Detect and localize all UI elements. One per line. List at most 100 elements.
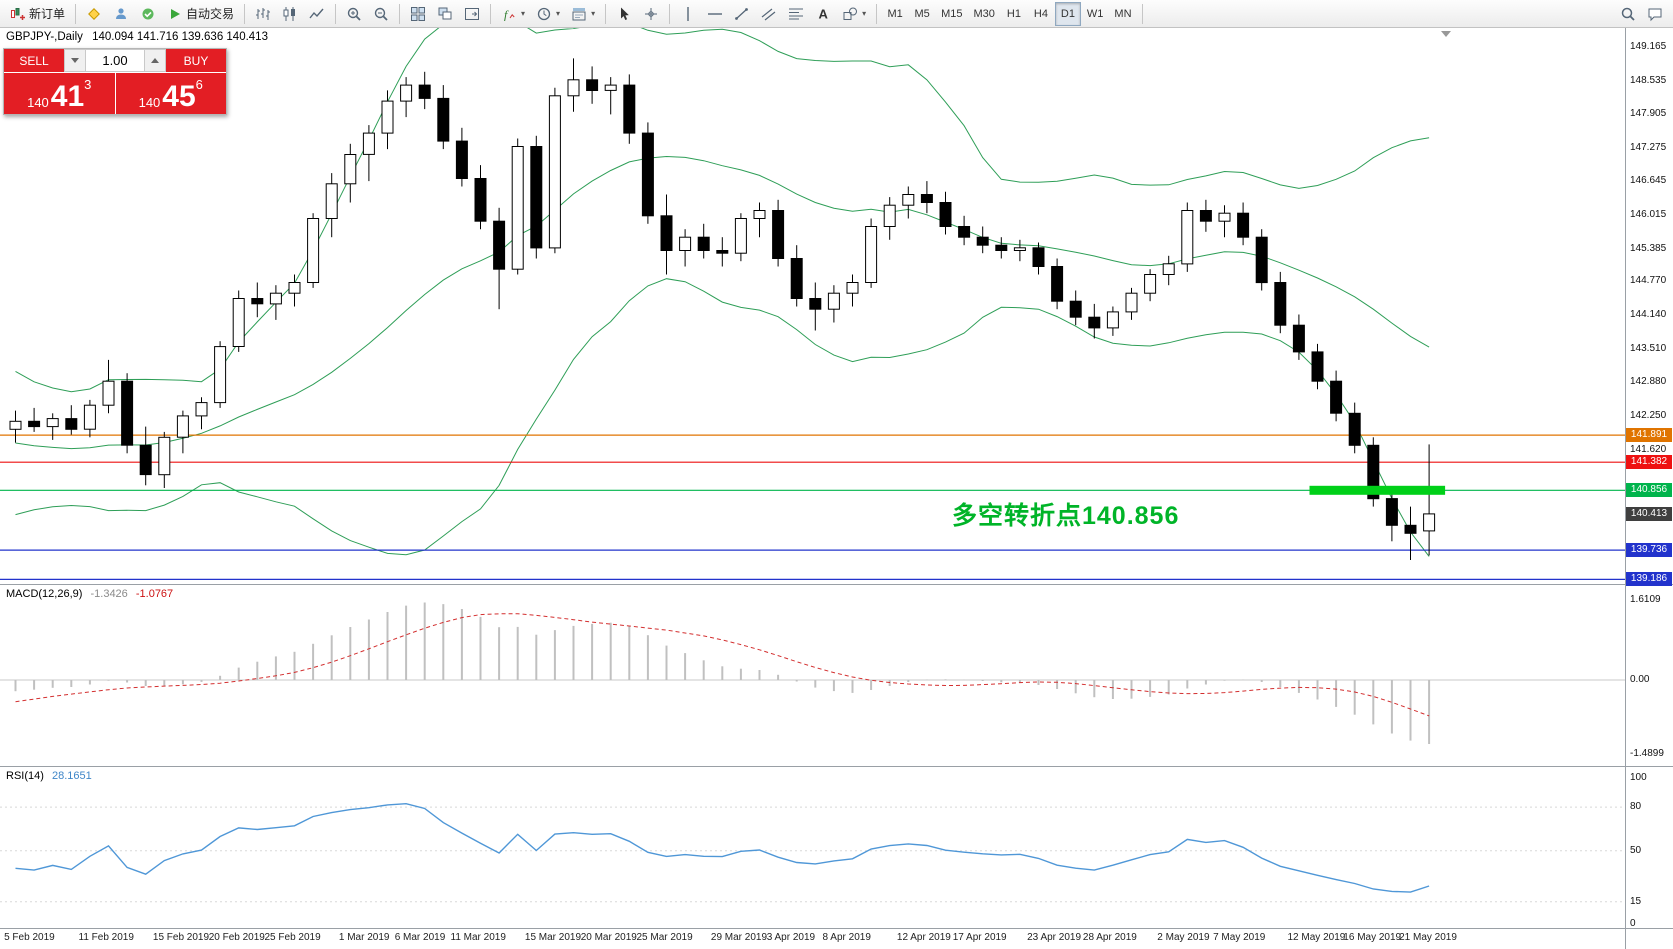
dropdown-arrow-icon: ▾ (591, 9, 596, 18)
channel-icon (761, 6, 777, 22)
bar-chart-button[interactable] (250, 2, 276, 26)
cursor-icon (616, 6, 632, 22)
zoom-in-button[interactable] (341, 2, 367, 26)
turning-point-highlight (1309, 485, 1446, 495)
rsi-scale-tick: 100 (1630, 772, 1647, 783)
macd-name: MACD(12,26,9) (6, 588, 83, 600)
buy-button[interactable]: BUY (166, 49, 226, 72)
search-button[interactable] (1615, 2, 1641, 26)
svg-text:A: A (819, 6, 829, 21)
timeframe-mn[interactable]: MN (1109, 2, 1136, 26)
lot-increase-button[interactable] (144, 49, 166, 72)
time-axis-label: 23 Apr 2019 (1027, 932, 1082, 943)
chat-icon (1647, 6, 1663, 22)
toolbar-separator (669, 3, 671, 24)
timeframe-d1[interactable]: D1 (1054, 1, 1081, 26)
hline-icon (707, 6, 723, 22)
timeframe-m1[interactable]: M1 (882, 2, 908, 26)
price-chart-canvas[interactable] (0, 28, 1625, 584)
new-order-button[interactable]: 新订单 (5, 2, 70, 26)
periods-button[interactable]: ▾ (531, 2, 565, 26)
lot-size-input[interactable] (86, 49, 144, 72)
text-button[interactable]: A (810, 2, 836, 26)
price-level-badge: 141.382 (1626, 455, 1672, 470)
chart-shift-button[interactable] (459, 2, 485, 26)
rsi-level-lines (0, 806, 1625, 903)
dropdown-arrow-icon: ▾ (862, 9, 867, 18)
search-icon (1620, 6, 1636, 22)
tile-windows-icon (410, 6, 426, 22)
buy-price-button[interactable]: 140 45 6 (115, 73, 226, 114)
timeframe-m30[interactable]: M30 (969, 2, 1000, 26)
cursor-button[interactable] (611, 2, 637, 26)
dropdown-arrow-icon: ▾ (521, 9, 526, 18)
time-axis-label: 6 Mar 2019 (394, 932, 446, 943)
panel-separator[interactable] (0, 766, 1673, 767)
templates-button[interactable]: ▾ (566, 2, 600, 26)
price-scale-tick: 141.620 (1630, 443, 1667, 455)
metaeditor-button[interactable] (81, 2, 107, 26)
candlestick-icon (282, 6, 298, 22)
panel-separator[interactable] (0, 584, 1673, 585)
time-axis-label: 7 May 2019 (1213, 932, 1266, 943)
shapes-button[interactable]: ▾ (837, 2, 871, 26)
time-axis-label: 11 Mar 2019 (450, 932, 506, 943)
vertical-line-button[interactable] (675, 2, 701, 26)
rsi-panel-canvas[interactable] (0, 767, 1625, 928)
arrange-button[interactable] (432, 2, 458, 26)
rsi-scale-tick: 0 (1630, 917, 1636, 929)
timeframe-m5[interactable]: M5 (909, 2, 935, 26)
sell-button[interactable]: SELL (4, 49, 64, 72)
time-axis-label: 20 Feb 2019 (208, 932, 265, 943)
time-axis-label: 1 Mar 2019 (338, 932, 390, 943)
signals-button[interactable] (135, 2, 161, 26)
time-axis-label: 17 Apr 2019 (952, 932, 1007, 943)
autotrading-button[interactable]: 自动交易 (162, 2, 239, 26)
macd-scale-tick: 0.00 (1630, 674, 1650, 685)
price-scale-tick: 146.645 (1630, 175, 1667, 187)
timeframe-w1[interactable]: W1 (1082, 2, 1109, 26)
horizontal-line-button[interactable] (702, 2, 728, 26)
line-chart-button[interactable] (304, 2, 330, 26)
indicators-button[interactable]: f ▾ (496, 2, 530, 26)
fibonacci-button[interactable] (783, 2, 809, 26)
timeframe-h4[interactable]: H4 (1028, 2, 1054, 26)
dropdown-arrow-icon: ▾ (556, 9, 561, 18)
trade-panel-top-row: SELL BUY (4, 49, 226, 73)
trendline-button[interactable] (729, 2, 755, 26)
candlestick-series (9, 58, 1436, 560)
buy-price-figure: 140 (138, 95, 161, 110)
time-axis-label: 21 May 2019 (1399, 932, 1457, 943)
time-axis-label: 12 May 2019 (1287, 932, 1346, 943)
macd-scale-tick: -1.4899 (1630, 747, 1664, 759)
time-axis-label: 5 Feb 2019 (4, 932, 55, 943)
channel-button[interactable] (756, 2, 782, 26)
sell-price-button[interactable]: 140 41 3 (4, 73, 115, 114)
rsi-scale-tick: 80 (1630, 801, 1642, 813)
candlestick-button[interactable] (277, 2, 303, 26)
timeframe-h1[interactable]: H1 (1001, 2, 1027, 26)
horizontal-level-lines (0, 434, 1625, 581)
arrange-icon (437, 6, 453, 22)
toolbar-group-timeframes: M1 M5 M15 M30 H1 H4 D1 W1 MN (882, 1, 1136, 26)
signals-icon (140, 6, 156, 22)
tile-windows-button[interactable] (405, 2, 431, 26)
market-button[interactable] (108, 2, 134, 26)
crosshair-button[interactable] (638, 2, 664, 26)
macd-panel-canvas[interactable] (0, 585, 1625, 766)
time-axis-label: 15 Feb 2019 (152, 932, 210, 943)
toolbar-separator (490, 3, 492, 24)
chat-button[interactable] (1642, 2, 1668, 26)
sell-price-point: 3 (84, 77, 92, 92)
line-chart-icon (309, 6, 325, 22)
timeframe-m15[interactable]: M15 (936, 2, 967, 26)
chart-shift-marker-icon[interactable] (1441, 31, 1451, 37)
lot-decrease-button[interactable] (64, 49, 86, 72)
zoom-out-button[interactable] (368, 2, 394, 26)
price-scale-tick: 148.535 (1630, 74, 1667, 86)
zoom-in-icon (346, 6, 362, 22)
toolbar-group-apps: 自动交易 (81, 2, 239, 26)
chevron-up-icon (151, 58, 159, 63)
trendline-icon (734, 6, 750, 22)
macd-signal-value: -1.0767 (135, 588, 174, 600)
